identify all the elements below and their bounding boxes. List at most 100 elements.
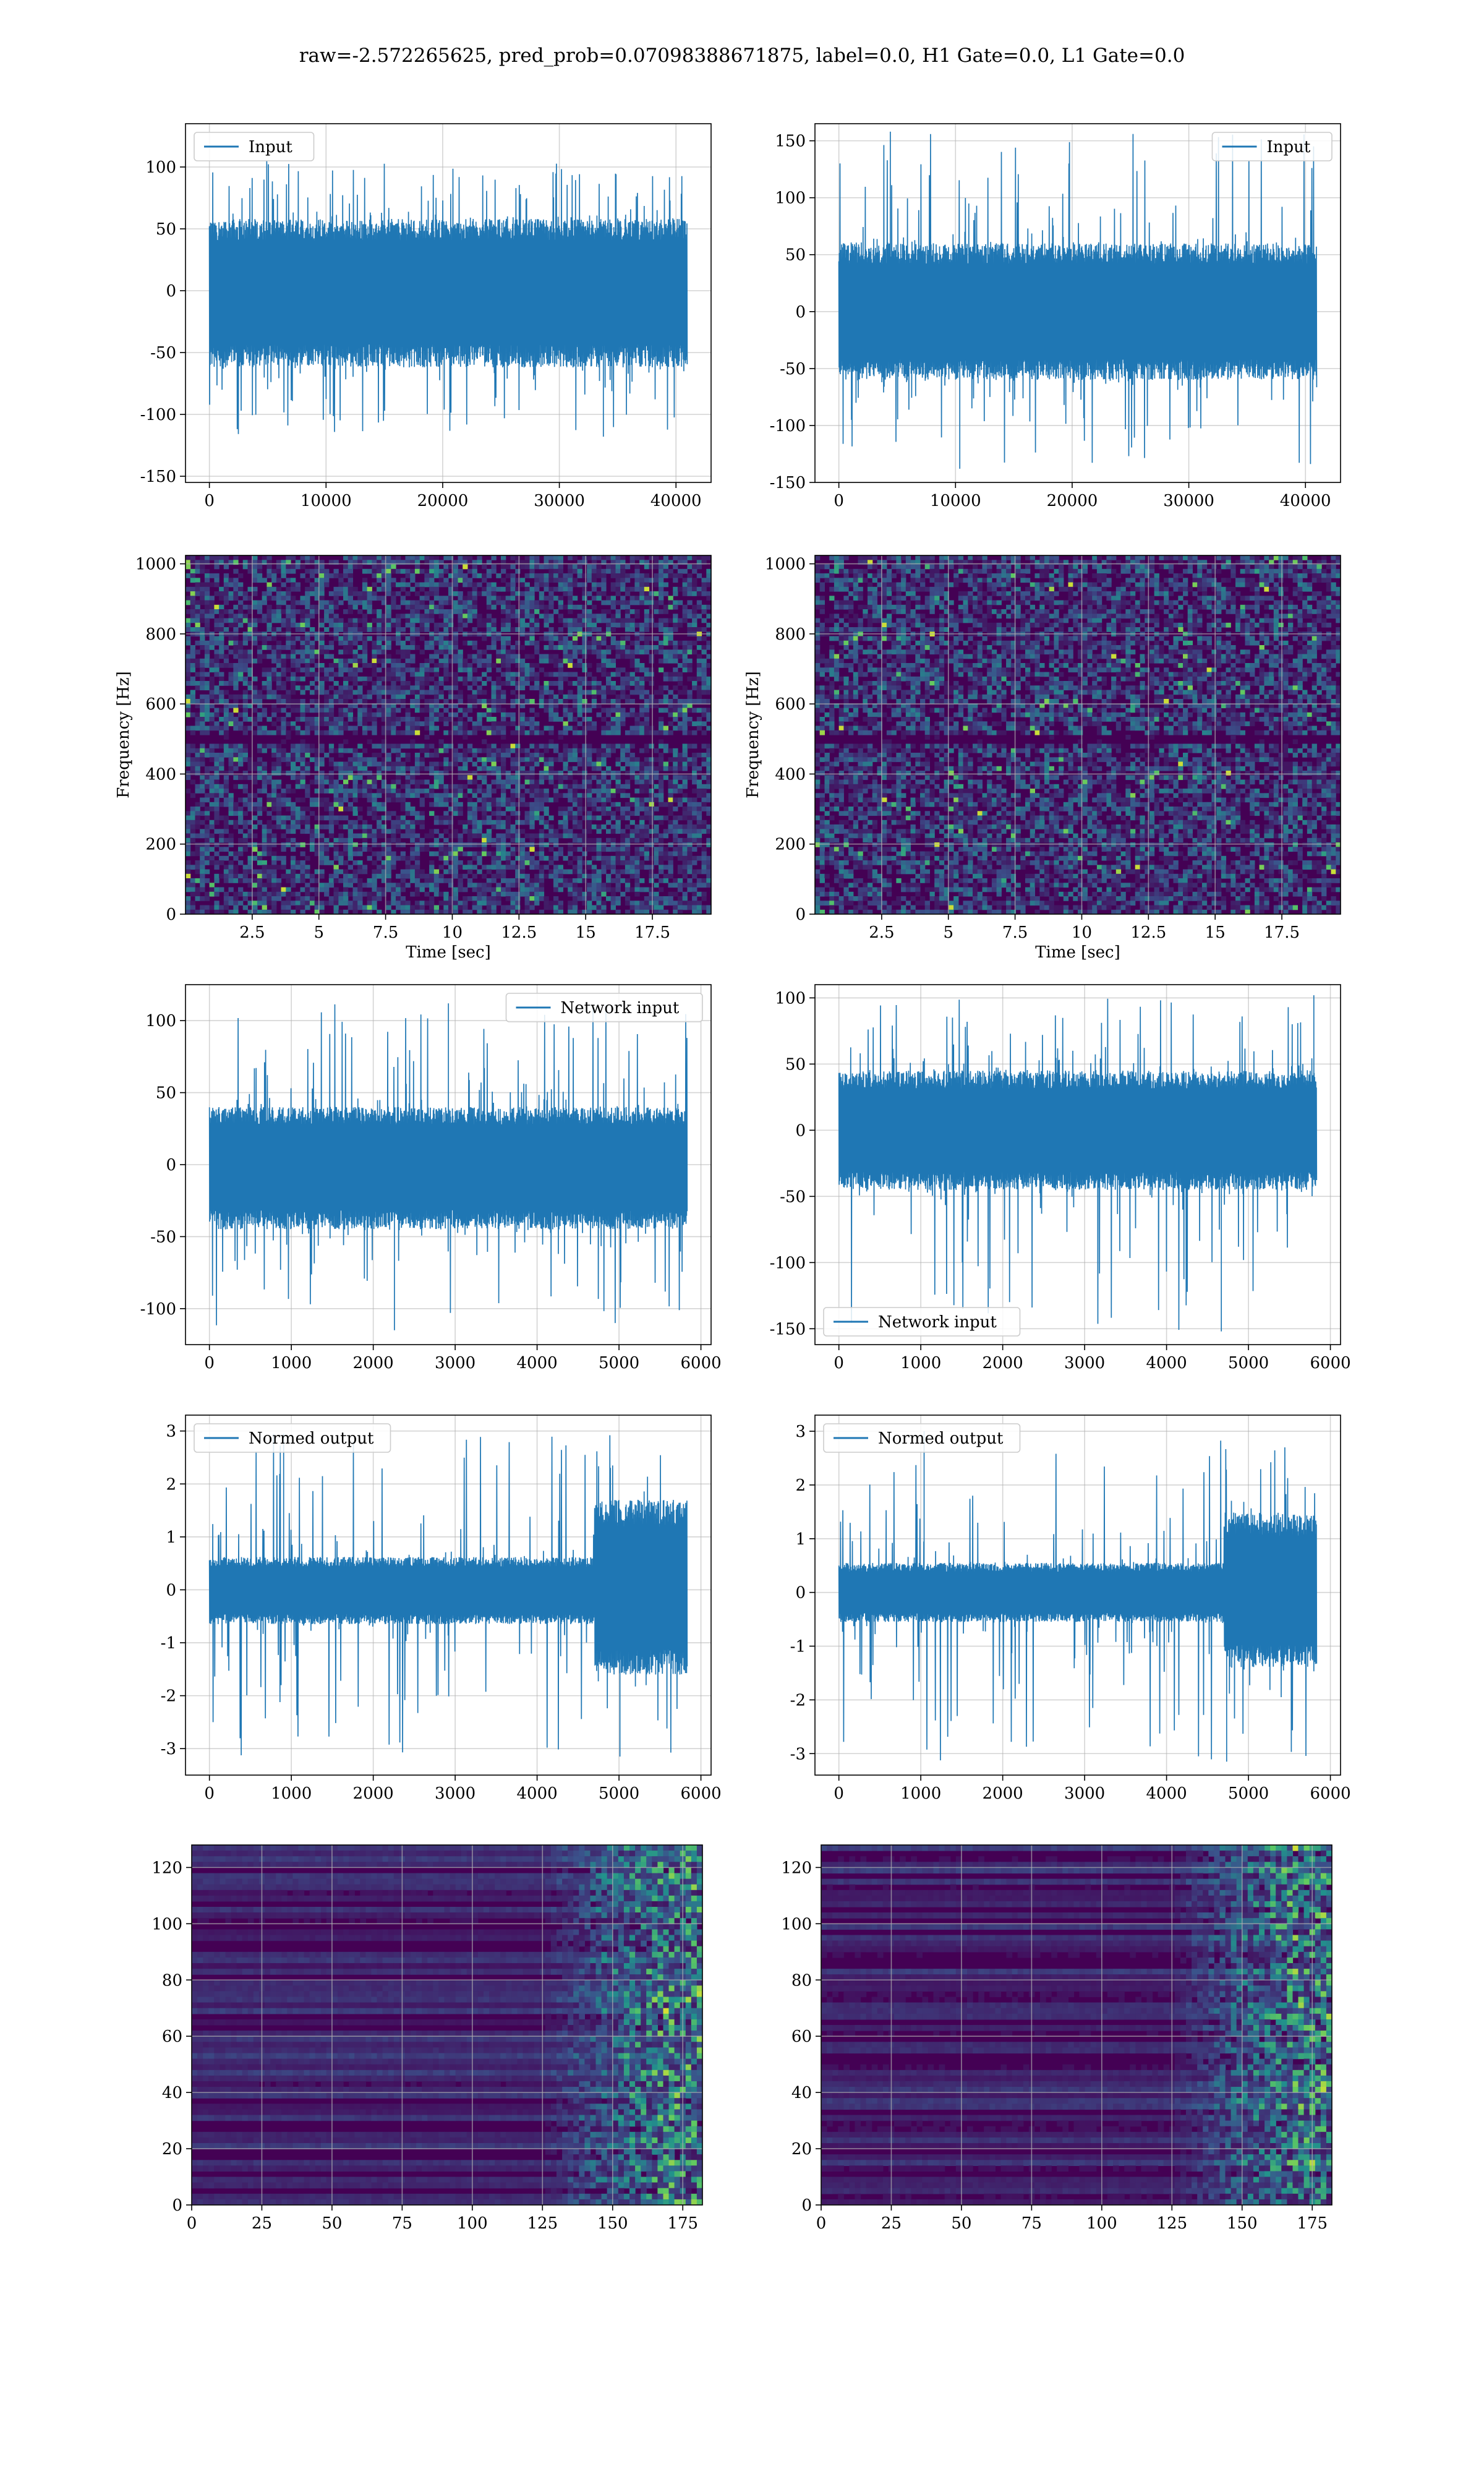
y-tick-label: 200 [145,836,176,854]
x-tick-label: 1000 [271,1784,312,1803]
x-tick-label: 0 [187,2214,197,2233]
y-tick-label: -3 [161,1740,176,1758]
x-tick-label: 25 [252,2214,272,2233]
x-tick-label: 5000 [599,1784,639,1803]
axes-frame [185,123,712,483]
y-tick-label: -100 [770,417,806,435]
plot-area [815,1415,1341,1775]
y-tick-label: -150 [770,1320,806,1338]
input-h1-chart: 0 10000 20000 30000 40000 -150 -100 -50 0 50 100 In… [140,123,712,510]
spectrogram-h1-chart: 2.5 5 7.5 10 12.5 15 17.5 0 200 400 600 800 1000 Time… [114,555,712,962]
x-tick-label: 7.5 [1002,923,1028,942]
y-tick-label: 120 [781,1859,812,1877]
x-tick-label: 50 [951,2214,971,2233]
y-tick-label: -1 [161,1634,176,1653]
y-tick-label: 40 [162,2084,182,2102]
x-tick-label: 3000 [435,1784,475,1803]
x-tick-label: 100 [457,2214,488,2233]
x-tick-label: 20000 [417,492,469,510]
y-tick-label: 1000 [765,555,806,574]
y-tick-label: -50 [150,1228,176,1246]
y-tick-label: 400 [145,765,176,784]
y-tick-label: 100 [775,989,806,1008]
x-tick-label: 0 [204,1784,215,1803]
y-tick-label: 0 [166,282,176,301]
series-line [208,1003,688,1330]
legend-label: Input [249,138,292,156]
y-tick-label: -3 [790,1745,806,1763]
figure-title: raw=-2.572265625, pred_prob=0.0709838867… [0,45,1484,67]
x-tick-label: 50 [322,2214,342,2233]
y-tick-label: 3 [166,1423,176,1441]
normed-output-l1-chart: 0 1000 2000 3000 4000 5000 6000 -3 -2 -1 0 1 2 3 Norme… [790,1415,1351,1803]
x-tick-label: 125 [527,2214,558,2233]
x-tick-label: 2000 [353,1354,394,1372]
x-tick-label: 0 [834,1354,844,1372]
x-axis-label: Time [sec] [1035,943,1120,962]
y-tick-label: -150 [140,468,176,486]
y-tick-label: 0 [166,905,176,924]
feature-map-h1-chart: 0 25 50 75 100 125 150 175 0 20 40 60 80 100 120 [151,1844,703,2233]
y-tick-label: -1 [790,1638,806,1656]
x-tick-label: 150 [1227,2214,1258,2233]
x-tick-label: 30000 [1163,492,1214,510]
y-tick-label: 600 [145,695,176,714]
ticks: 0 1000 2000 3000 4000 5000 6000 -3 -2 -1 0 1 2 3 [790,1423,1351,1803]
legend-label: Network input [878,1313,997,1332]
y-tick-label: 800 [145,625,176,644]
y-tick-label: 200 [775,836,806,854]
x-tick-label: 0 [834,1784,844,1803]
y-tick-label: 100 [775,189,806,208]
legend-label: Normed output [878,1429,1004,1448]
y-axis-label: Frequency [Hz] [114,671,133,798]
x-tick-label: 7.5 [373,923,398,942]
y-tick-label: 50 [785,1055,806,1074]
legend: Input [1211,132,1333,161]
y-tick-label: -100 [140,1300,176,1319]
x-tick-label: 125 [1156,2214,1187,2233]
y-tick-label: 50 [785,246,806,265]
spectrogram-l1-chart: 2.5 5 7.5 10 12.5 15 17.5 0 200 400 600 800 1000 Time… [744,555,1341,962]
x-tick-label: 25 [881,2214,902,2233]
x-tick-label: 0 [834,492,844,510]
y-tick-label: 1 [795,1530,806,1549]
ticks: 0 10000 20000 30000 40000 -150 -100 -50 0 50 100 [140,158,702,510]
x-tick-label: 10 [442,923,463,942]
y-tick-label: 50 [156,220,176,239]
ticks: 0 1000 2000 3000 4000 5000 6000 -100 -50 0 50 100 [140,1012,722,1372]
x-tick-label: 4000 [1146,1784,1187,1803]
plot-area [186,985,711,1345]
legend: Normed output [194,1423,391,1453]
heatmap-cells [186,555,711,914]
series-line [208,161,688,437]
legend: Network input [823,1307,1021,1337]
x-tick-label: 75 [392,2214,412,2233]
y-tick-label: 150 [775,132,806,151]
x-tick-label: 17.5 [1264,923,1300,942]
x-tick-label: 10000 [930,492,981,510]
x-tick-label: 17.5 [634,923,670,942]
x-tick-label: 20000 [1047,492,1098,510]
y-tick-label: 50 [156,1084,176,1103]
y-tick-label: 120 [151,1859,182,1877]
y-tick-label: 60 [791,2027,812,2046]
y-tick-label: 60 [162,2027,182,2046]
y-tick-label: 0 [795,905,806,924]
x-tick-label: 2.5 [869,923,894,942]
y-tick-label: 0 [166,1156,176,1175]
y-tick-label: -150 [770,474,806,492]
x-tick-label: 10 [1072,923,1092,942]
x-tick-label: 12.5 [1130,923,1166,942]
x-tick-label: 0 [816,2214,827,2233]
x-tick-label: 1000 [900,1784,941,1803]
axes-frame [814,555,1341,915]
y-tick-label: 20 [162,2140,182,2159]
y-tick-label: 0 [172,2196,182,2215]
series-line [208,1434,688,1757]
x-tick-label: 2000 [353,1784,394,1803]
network-input-l1-chart: 0 1000 2000 3000 4000 5000 6000 -150 -100 -50 0 50 1… [770,984,1351,1372]
y-tick-label: 0 [795,1121,806,1140]
plot-area [186,1415,711,1775]
x-tick-label: 150 [597,2214,628,2233]
y-tick-label: 600 [775,695,806,714]
